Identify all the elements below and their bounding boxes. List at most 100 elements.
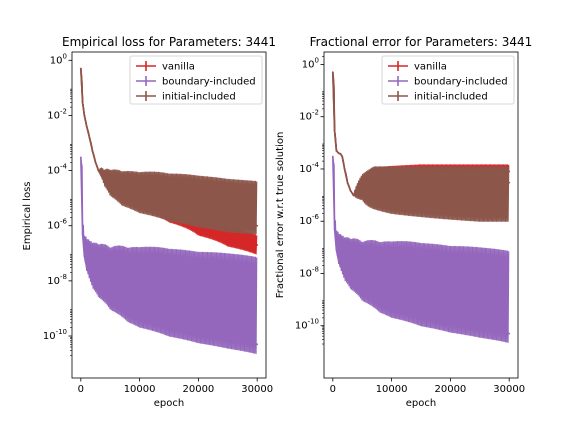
x-tick-label: 20000 (182, 384, 214, 395)
plot-frame (323, 51, 519, 379)
data-point (508, 181, 511, 184)
y-tick-label: 100 (302, 56, 319, 70)
chart-title: Fractional error for Parameters: 3441 (310, 35, 533, 49)
x-tick-label: 20000 (434, 384, 466, 395)
y-tick-label: 10-6 (299, 213, 319, 227)
data-point (478, 327, 481, 330)
data-point (420, 181, 422, 184)
x-tick-label: 30000 (241, 384, 273, 395)
data-point (109, 188, 112, 191)
data-point (333, 228, 336, 231)
y-tick-label: 10-2 (47, 107, 67, 121)
y-tick-label: 10-10 (43, 328, 67, 342)
data-point (168, 211, 170, 214)
y-tick-label: 100 (50, 52, 67, 66)
data-point (79, 67, 82, 70)
y-tick-label: 10-6 (47, 218, 67, 232)
data-point (337, 260, 340, 262)
data-point (256, 244, 259, 246)
x-tick-label: 0 (78, 384, 84, 395)
data-point (81, 233, 84, 235)
y-axis-label: Fractional error w.r.t true solution (275, 132, 286, 299)
legend-box (381, 55, 515, 105)
legend-item-vanilla: vanilla (136, 61, 195, 73)
data-point (349, 282, 352, 285)
series-boundary-included (79, 156, 259, 355)
series-boundary-included (331, 155, 511, 343)
legend-label: vanilla (414, 62, 447, 73)
data-point (346, 181, 349, 184)
series-line-boundary-included (80, 157, 258, 346)
data-point (361, 186, 364, 189)
series-line-initial-included (80, 68, 258, 227)
data-point (197, 332, 200, 335)
data-point (138, 318, 141, 321)
data-point (449, 181, 452, 184)
data-point (121, 197, 123, 200)
data-point (341, 155, 344, 158)
data-point (339, 152, 342, 155)
data-point (126, 313, 129, 316)
legend-item-vanilla: vanilla (388, 61, 447, 73)
x-tick-label: 0 (330, 384, 336, 395)
data-point (349, 189, 352, 192)
data-point (94, 161, 97, 164)
x-tick-label: 30000 (493, 384, 525, 395)
legend-item-initial-included: initial-included (388, 91, 488, 103)
data-point (449, 322, 452, 325)
data-point (337, 152, 340, 155)
x-axis-label: epoch (406, 398, 436, 409)
legend: vanilla boundary-included initial-included (381, 55, 515, 105)
data-point (343, 168, 346, 170)
data-point (168, 326, 170, 329)
data-point (88, 137, 91, 140)
legend-item-initial-included: initial-included (136, 91, 236, 103)
series-band-boundary-included (80, 157, 258, 355)
data-point (109, 302, 112, 305)
series-band-boundary-included (332, 156, 510, 343)
data-point (226, 222, 229, 225)
plot-frame (71, 51, 267, 379)
data-point (197, 217, 200, 220)
x-tick-label: 10000 (376, 384, 408, 395)
data-point (226, 337, 229, 340)
data-point (138, 203, 141, 206)
series-band-initial-included (332, 72, 510, 222)
data-point (361, 294, 364, 296)
legend-label: vanilla (162, 62, 195, 73)
y-axis-label: Empirical loss (22, 182, 33, 251)
legend-item-boundary-included: boundary-included (388, 76, 508, 88)
series-initial-included (79, 67, 259, 235)
data-point (335, 248, 338, 251)
data-point (91, 150, 94, 153)
data-point (335, 149, 338, 152)
data-point (97, 169, 100, 172)
legend-label: initial-included (162, 92, 236, 103)
series-band-initial-included (80, 68, 258, 235)
data-point (83, 114, 86, 117)
data-point (83, 255, 86, 257)
data-point (85, 266, 88, 269)
legend-label: boundary-included (414, 77, 508, 88)
data-point (390, 309, 393, 311)
data-point (103, 180, 106, 183)
legend-label: boundary-included (162, 77, 256, 88)
legend-label: initial-included (414, 92, 488, 103)
data-point (373, 181, 375, 184)
y-tick-label: 10-8 (299, 265, 319, 279)
data-point (333, 129, 336, 132)
data-point (478, 181, 481, 184)
data-point (420, 316, 422, 319)
empirical-loss-panel: Empirical loss for Parameters: 3441 epoc… (22, 35, 276, 409)
data-point (79, 156, 82, 159)
y-tick-label: 10-4 (47, 163, 67, 177)
data-point (256, 224, 259, 227)
data-point (256, 343, 259, 346)
data-point (97, 290, 100, 293)
data-point (378, 304, 381, 307)
legend-item-boundary-included: boundary-included (136, 76, 256, 88)
data-point (340, 267, 343, 270)
data-point (343, 275, 346, 277)
y-tick-label: 10-8 (47, 273, 67, 287)
legend: vanilla boundary-included initial-included (129, 55, 263, 105)
